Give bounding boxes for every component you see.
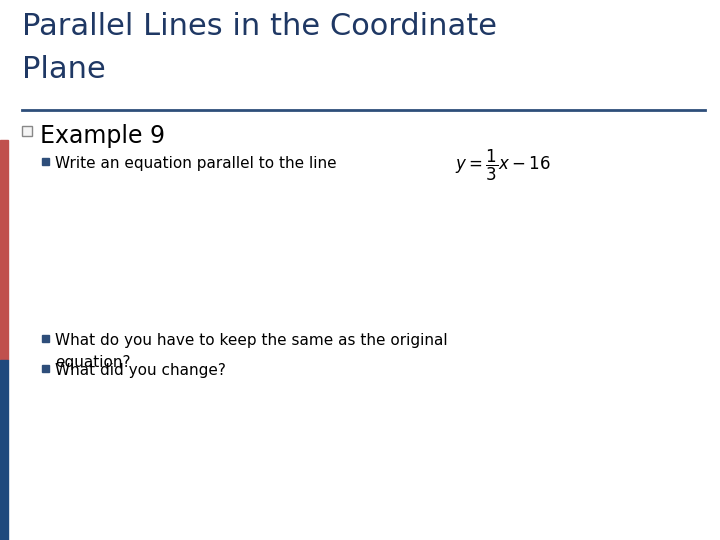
Text: Write an equation parallel to the line: Write an equation parallel to the line bbox=[55, 156, 337, 171]
Text: Plane: Plane bbox=[22, 55, 106, 84]
Bar bbox=[0, 360, 8, 540]
Text: Parallel Lines in the Coordinate: Parallel Lines in the Coordinate bbox=[22, 12, 497, 41]
Bar bbox=[42, 158, 49, 165]
Bar bbox=[0, 140, 8, 360]
Bar bbox=[22, 126, 32, 136]
Text: What do you have to keep the same as the original
equation?: What do you have to keep the same as the… bbox=[55, 333, 448, 370]
Bar bbox=[42, 335, 49, 342]
Text: $y = \dfrac{1}{3}x - 16$: $y = \dfrac{1}{3}x - 16$ bbox=[455, 148, 551, 183]
Text: What did you change?: What did you change? bbox=[55, 363, 226, 378]
Bar bbox=[42, 365, 49, 372]
Text: Example 9: Example 9 bbox=[40, 124, 165, 148]
